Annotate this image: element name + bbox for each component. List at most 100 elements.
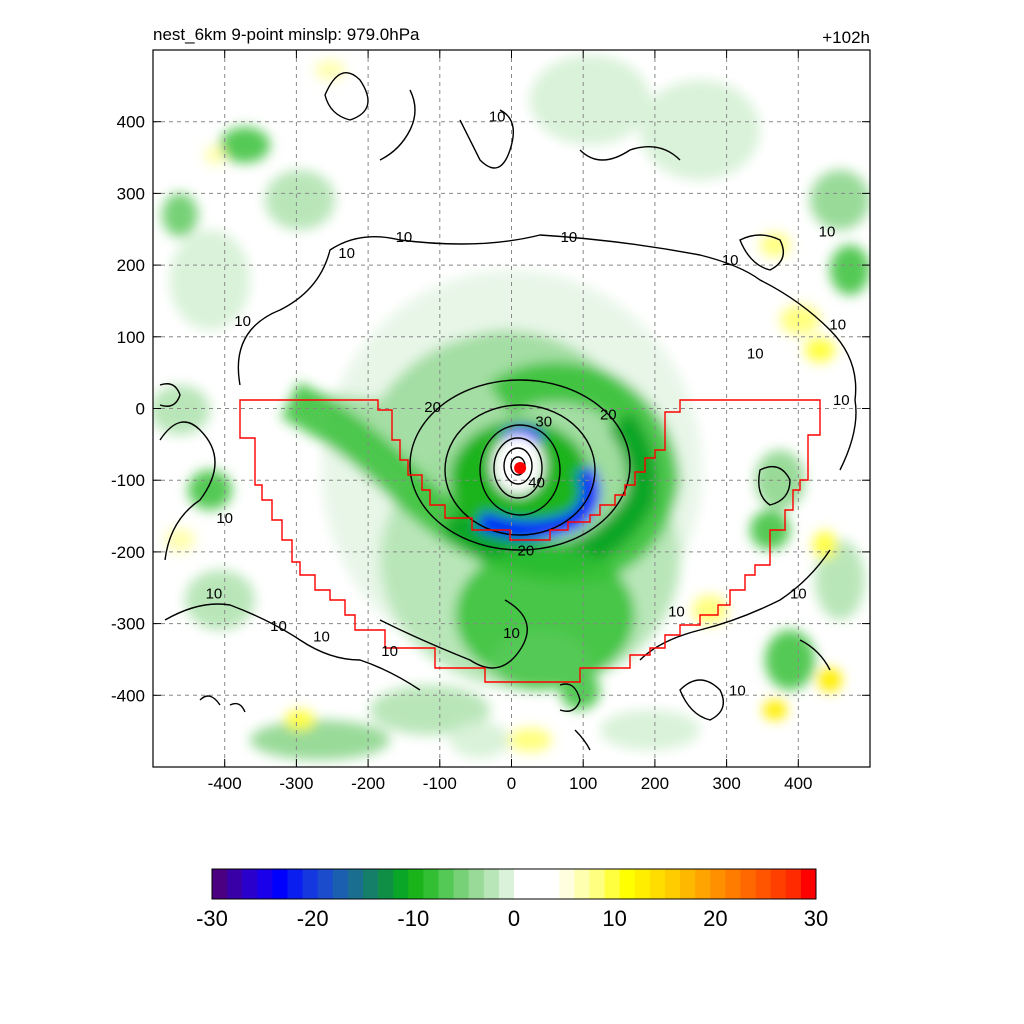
contour-label-0: 10 [338, 245, 355, 262]
colorbar-swatch-6 [302, 869, 319, 899]
colorbar-tick-label-1: -20 [297, 906, 329, 931]
contour-label-11: 10 [206, 586, 223, 603]
colorbar-swatch-15 [438, 869, 455, 899]
contour-label-19: 20 [424, 399, 441, 416]
colorbar-swatch-3 [257, 869, 273, 899]
colorbar-swatch-5 [287, 869, 304, 899]
colorbar-swatch-16 [453, 869, 470, 899]
colorbar-swatch-35 [740, 869, 757, 899]
colorbar-swatch-17 [468, 869, 485, 899]
x-tick-label-3: -100 [423, 774, 457, 793]
y-tick-label-5: -100 [111, 471, 145, 490]
colorbar-swatch-2 [242, 869, 258, 899]
contour-label-14: 10 [381, 643, 398, 660]
x-tick-label-4: 0 [507, 774, 516, 793]
colorbar-swatch-25 [589, 869, 606, 899]
colorbar-tick-label-5: 20 [703, 906, 727, 931]
contour-label-22: 30 [535, 413, 552, 430]
colorbar-swatch-0 [212, 869, 228, 899]
contour-label-21: 20 [517, 542, 534, 559]
colorbar-tick-label-2: -10 [397, 906, 429, 931]
x-tick-label-8: 400 [784, 774, 812, 793]
contour-label-1: 10 [396, 229, 413, 246]
y-tick-label-7: -300 [111, 615, 145, 634]
x-tick-label-2: -200 [351, 774, 385, 793]
y-tick-label-3: 100 [117, 328, 145, 347]
y-tick-label-1: 300 [117, 184, 145, 203]
colorbar-tick-label-6: 30 [804, 906, 828, 931]
contour-label-13: 10 [313, 629, 330, 646]
x-tick-label-5: 100 [569, 774, 597, 793]
colorbar-swatch-28 [634, 869, 651, 899]
colorbar-swatch-27 [619, 869, 636, 899]
contour-label-16: 10 [668, 603, 685, 620]
contour-label-23: 40 [528, 474, 545, 491]
contour-lines [159, 72, 857, 751]
storm-center-marker [514, 462, 527, 475]
colorbar-swatch-18 [483, 869, 500, 899]
contour-label-18: 10 [729, 682, 746, 699]
x-tick-label-1: -300 [279, 774, 313, 793]
y-tick-label-8: -400 [111, 686, 145, 705]
colorbar-swatch-9 [347, 869, 364, 899]
contour-label-12: 10 [270, 618, 287, 635]
colorbar-swatch-37 [770, 869, 787, 899]
contour-label-6: 10 [747, 345, 764, 362]
nest-domain-boundary [239, 399, 821, 683]
colorbar-swatch-7 [317, 869, 334, 899]
colorbar-tick-label-4: 10 [602, 906, 626, 931]
colorbar-swatch-36 [755, 869, 772, 899]
colorbar-swatch-26 [604, 869, 621, 899]
contour-label-3: 10 [722, 252, 739, 269]
contour-label-8: 10 [489, 109, 506, 126]
colorbar-swatch-13 [408, 869, 424, 899]
colorbar-swatch-32 [695, 869, 711, 899]
y-tick-label-4: 0 [136, 400, 145, 419]
colorbar-swatch-39 [800, 869, 817, 899]
y-tick-label-0: 400 [117, 113, 145, 132]
colorbar-frame [211, 868, 817, 900]
colorbar-swatch-1 [227, 869, 243, 899]
x-tick-label-7: 300 [712, 774, 740, 793]
y-tick-label-6: -200 [111, 543, 145, 562]
contour-label-4: 10 [819, 223, 836, 240]
colorbar-swatch-14 [423, 869, 439, 899]
contour-label-9: 10 [234, 313, 251, 330]
colorbar-swatch-10 [363, 869, 379, 899]
colorbar-swatch-4 [272, 869, 288, 899]
y-axis: 400 300 200 100 0 -100 -200 -300 -400 [111, 113, 870, 705]
contour-label-5: 10 [829, 317, 846, 334]
contour-label-17: 10 [790, 586, 807, 603]
contour-label-7: 10 [833, 392, 850, 409]
contour-labels: 10 10 10 10 10 10 10 10 10 10 10 10 10 10 10 10 10 10 10 20… [206, 109, 850, 700]
colorbar-swatch-34 [725, 869, 741, 899]
colorbar-swatch-22 [544, 869, 560, 899]
colorbar-swatch-38 [785, 869, 802, 899]
contour-label-10: 10 [216, 510, 233, 527]
colorbar-swatch-29 [649, 869, 666, 899]
chart-title-left: nest_6km 9-point minslp: 979.0hPa [153, 25, 420, 44]
chart-title-right: +102h [822, 28, 870, 47]
x-tick-label-0: -400 [208, 774, 242, 793]
colorbar-tick-label-3: 0 [508, 906, 520, 931]
colorbar: -30 -20 -10 0 10 20 30 [196, 868, 828, 931]
contour-label-20: 20 [600, 406, 617, 423]
colorbar-swatch-23 [559, 869, 575, 899]
x-tick-label-6: 200 [641, 774, 669, 793]
y-tick-label-2: 200 [117, 256, 145, 275]
x-axis: -400 -300 -200 -100 0 100 200 300 400 [208, 50, 812, 793]
colorbar-swatch-24 [574, 869, 590, 899]
colorbar-swatch-30 [665, 869, 681, 899]
colorbar-swatch-33 [710, 869, 726, 899]
colorbar-swatch-11 [378, 869, 394, 899]
colorbar-swatch-12 [393, 869, 409, 899]
colorbar-swatch-8 [332, 869, 349, 899]
colorbar-swatch-20 [514, 869, 530, 899]
colorbar-swatch-21 [529, 869, 545, 899]
colorbar-swatch-19 [498, 869, 515, 899]
colorbar-swatch-31 [680, 869, 696, 899]
contour-label-15: 10 [503, 625, 520, 642]
contour-label-2: 10 [561, 229, 578, 246]
vorticity-field [153, 50, 870, 767]
